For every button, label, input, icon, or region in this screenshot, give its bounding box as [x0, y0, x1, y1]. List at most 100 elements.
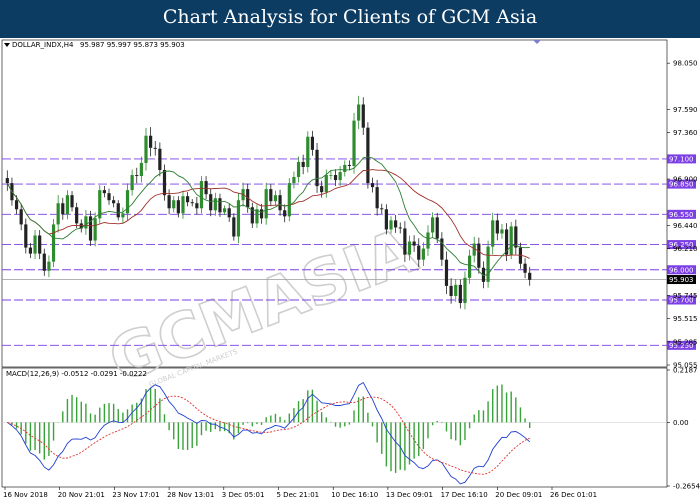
price-axis-label: 96.440: [673, 222, 698, 230]
macd-series: [2, 381, 667, 485]
candle-body: [121, 213, 125, 218]
symbol-label: DOLLAR_INDX,H4: [12, 41, 74, 49]
candle-body: [28, 247, 33, 254]
candle-body: [269, 189, 273, 202]
candle-body: [273, 195, 278, 202]
candle-body: [65, 195, 70, 215]
candle-body: [394, 220, 398, 228]
candle-body: [384, 209, 388, 230]
candle-body: [324, 175, 328, 193]
candle-body: [283, 210, 287, 217]
candle-body: [449, 285, 453, 296]
candle-body: [486, 246, 490, 282]
time-axis-label: 13 Dec 09:01: [386, 491, 433, 499]
ma-slow-line: [6, 169, 530, 259]
time-axis-label: 16 Nov 2018: [3, 491, 48, 499]
price-axis-label: 98.050: [673, 60, 698, 68]
price-axis-label: 96.210: [673, 245, 698, 253]
candle-body: [209, 194, 213, 211]
candle-body: [158, 148, 162, 170]
candle-body: [370, 183, 375, 188]
candle-body: [375, 187, 379, 209]
level-tag-label: 97.100: [669, 155, 694, 163]
candle-body: [426, 232, 430, 249]
candle-body: [495, 220, 499, 234]
candle-body: [301, 161, 305, 167]
time-axis-label: 20 Nov 21:01: [58, 491, 105, 499]
candle-body: [88, 216, 93, 241]
candle-body: [481, 267, 486, 282]
candle-body: [107, 193, 111, 201]
candle-body: [176, 200, 180, 214]
candle-body: [403, 228, 407, 255]
chart-header: Chart Analysis for Clients of GCM Asia: [0, 0, 700, 38]
candle-body: [444, 259, 449, 286]
candle-body: [421, 248, 425, 260]
macd-label: MACD(12,26,9) -0.0512 -0.0291 -0.0222: [6, 370, 147, 378]
candle-body: [139, 162, 143, 177]
time-axis-label: 10 Dec 16:10: [331, 491, 378, 499]
candle-body: [431, 217, 435, 233]
candle-body: [218, 198, 222, 213]
candle-body: [153, 147, 157, 149]
candle-body: [467, 255, 472, 278]
macd-line: [7, 381, 530, 485]
candlestick-series: [5, 95, 532, 310]
level-tag: [667, 265, 696, 275]
shift-marker-icon[interactable]: [533, 40, 541, 44]
candle-body: [102, 190, 106, 194]
candle-body: [320, 186, 324, 193]
candle-body: [84, 216, 88, 229]
macd-axis-label: 0.00: [673, 419, 689, 427]
candle-body: [278, 195, 282, 211]
level-tag-label: 96.250: [669, 241, 694, 249]
candle-body: [144, 135, 148, 163]
candle-body: [417, 245, 421, 260]
candle-body: [357, 104, 361, 121]
candle-body: [389, 220, 393, 230]
time-axis-label: 26 Dec 01:01: [550, 491, 597, 499]
time-axis-label: 5 Dec 21:01: [277, 491, 320, 499]
candle-body: [199, 181, 204, 209]
candle-body: [195, 203, 199, 209]
candle-body: [361, 104, 365, 128]
macd-axis-label: 0.2187: [673, 367, 698, 375]
candle-body: [112, 200, 116, 204]
candle-body: [149, 135, 153, 148]
candle-body: [227, 208, 231, 218]
time-axis-label: 3 Dec 05:01: [222, 491, 265, 499]
candle-body: [24, 224, 28, 248]
candle-body: [222, 208, 227, 213]
candle-body: [310, 136, 315, 150]
candle-body: [56, 203, 60, 225]
time-axis-label: 17 Dec 16:10: [441, 491, 488, 499]
macd-axis-label: -0.2654: [673, 483, 700, 491]
candle-body: [366, 127, 370, 184]
candle-body: [264, 189, 268, 219]
candle-body: [61, 203, 65, 215]
candle-body: [75, 207, 79, 224]
page-title: Chart Analysis for Clients of GCM Asia: [162, 6, 538, 28]
candle-body: [514, 226, 518, 248]
axes: 98.050 97.590 97.360 96.900 96.440 96.210 95.7…: [3, 60, 700, 499]
price-axis-label: 95.515: [673, 315, 698, 323]
candle-body: [93, 218, 97, 241]
level-tag-label: 95.700: [669, 296, 694, 304]
support-resistance-levels: 97.100 96.850 96.550 96.250 96.000 95.700 95.2…: [2, 154, 696, 350]
level-tag: [667, 179, 696, 189]
candle-body: [343, 164, 347, 173]
candle-body: [333, 175, 338, 181]
candle-body: [135, 175, 139, 177]
candle-body: [19, 209, 23, 225]
collapse-arrow-icon[interactable]: [4, 43, 10, 47]
candle-body: [5, 178, 9, 184]
candle-body: [504, 229, 509, 255]
candle-body: [259, 209, 264, 219]
candle-body: [398, 227, 402, 229]
candle-body: [454, 284, 458, 296]
candle-body: [42, 253, 46, 271]
candle-body: [116, 203, 120, 218]
time-axis-label: 20 Dec 09:01: [495, 491, 542, 499]
level-tag-label: 96.550: [669, 211, 694, 219]
